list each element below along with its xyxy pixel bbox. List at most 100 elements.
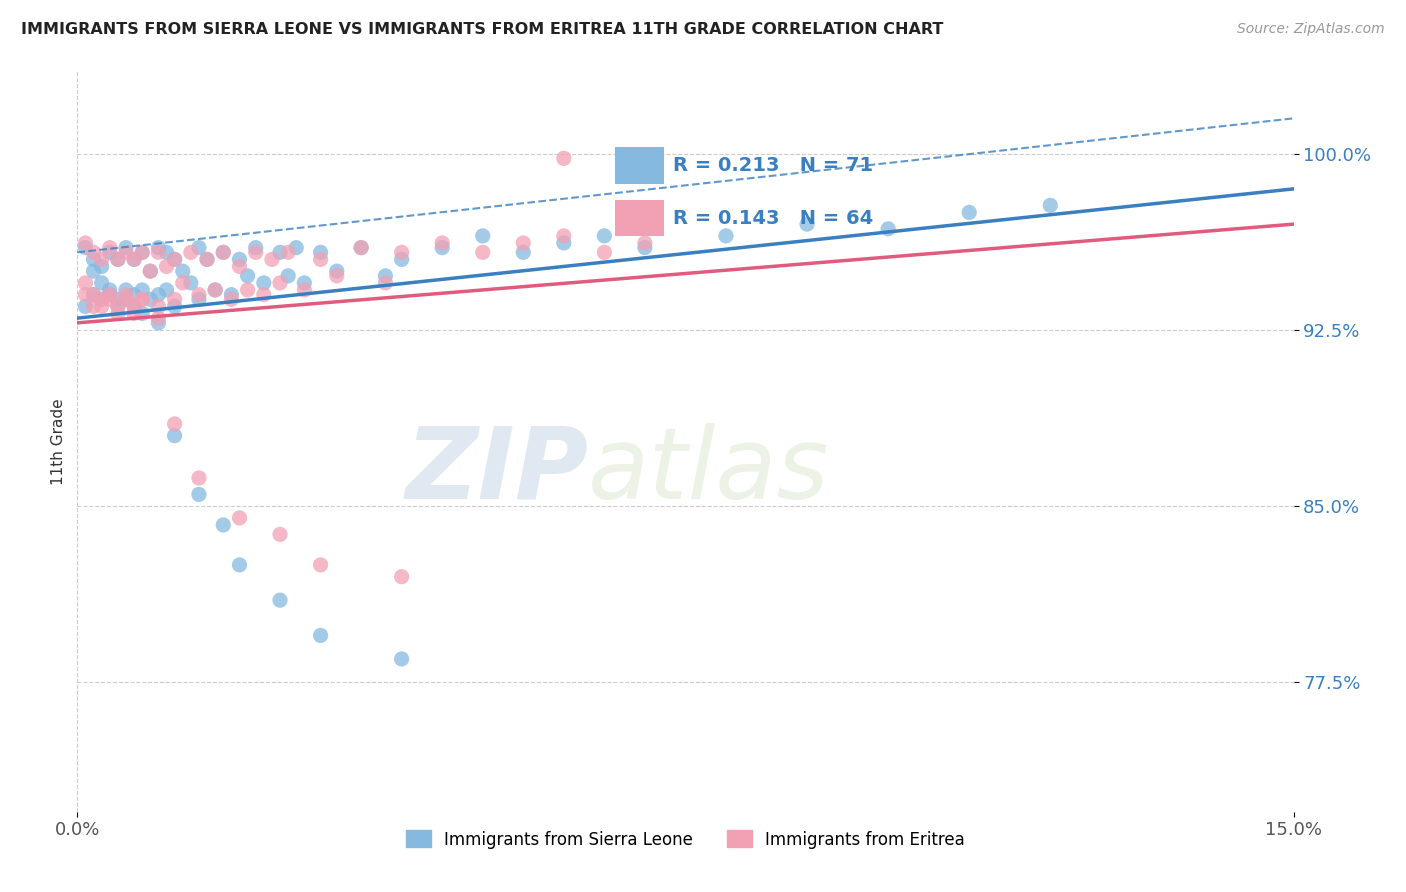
Point (98, 287, 121, 301)
Point (204, 283, 226, 297)
Point (155, 245, 177, 260)
Point (122, 299, 145, 313)
Point (75, 299, 97, 313)
Point (285, 241, 308, 255)
Point (877, 222, 900, 236)
Point (155, 260, 177, 274)
Point (75, 287, 97, 301)
Point (714, 228, 737, 243)
Point (195, 252, 218, 267)
Point (188, 487, 211, 501)
Point (163, 293, 186, 307)
Point (98, 293, 121, 307)
Point (277, 245, 299, 260)
Text: ZIP: ZIP (405, 423, 588, 520)
Point (228, 252, 250, 267)
Legend: Immigrants from Sierra Leone, Immigrants from Eritrea: Immigrants from Sierra Leone, Immigrants… (399, 823, 972, 855)
Point (107, 252, 129, 267)
Point (553, 151, 575, 165)
Point (228, 260, 250, 274)
Text: IMMIGRANTS FROM SIERRA LEONE VS IMMIGRANTS FROM ERITREA 11TH GRADE CORRELATION C: IMMIGRANTS FROM SIERRA LEONE VS IMMIGRAN… (21, 22, 943, 37)
Point (172, 276, 194, 290)
Point (245, 245, 267, 260)
Point (163, 417, 186, 431)
Point (350, 241, 373, 255)
Point (269, 593, 291, 607)
Point (131, 306, 153, 320)
Point (391, 570, 413, 584)
Point (75, 235, 97, 250)
Point (957, 205, 980, 219)
Point (107, 306, 129, 320)
Point (512, 245, 534, 260)
Point (90, 293, 112, 307)
Point (163, 252, 186, 267)
Point (83, 245, 105, 260)
Point (326, 264, 349, 278)
Point (163, 299, 186, 313)
Point (148, 299, 170, 313)
Point (180, 276, 202, 290)
Point (98, 283, 121, 297)
Point (107, 293, 129, 307)
Point (204, 283, 226, 297)
Point (188, 293, 211, 307)
Point (148, 311, 170, 326)
Point (391, 652, 413, 666)
Point (90, 252, 112, 267)
Point (212, 518, 235, 533)
Point (391, 252, 413, 267)
Point (212, 245, 235, 260)
Point (228, 558, 250, 572)
Point (391, 245, 413, 260)
Point (553, 235, 575, 250)
Point (107, 299, 129, 313)
Point (122, 306, 145, 320)
Point (309, 558, 332, 572)
Point (90, 260, 112, 274)
Point (309, 245, 332, 260)
Point (122, 252, 145, 267)
Point (188, 471, 211, 485)
Point (148, 241, 170, 255)
Point (269, 245, 291, 260)
Point (83, 299, 105, 313)
Point (98, 287, 121, 301)
Point (180, 245, 202, 260)
Point (269, 527, 291, 541)
Point (83, 287, 105, 301)
Point (131, 245, 153, 260)
Point (115, 241, 138, 255)
Point (115, 293, 138, 307)
Point (277, 268, 299, 283)
Point (90, 293, 112, 307)
Point (163, 428, 186, 442)
Point (131, 293, 153, 307)
Point (83, 252, 105, 267)
Point (90, 276, 112, 290)
Point (430, 241, 453, 255)
Point (139, 264, 162, 278)
Point (634, 235, 657, 250)
Point (430, 235, 453, 250)
Point (260, 252, 283, 267)
Point (253, 287, 276, 301)
Point (107, 299, 129, 313)
Point (115, 283, 138, 297)
Point (326, 268, 349, 283)
Point (593, 228, 616, 243)
Point (75, 241, 97, 255)
Point (593, 245, 616, 260)
Point (221, 287, 243, 301)
Point (634, 241, 657, 255)
Point (212, 245, 235, 260)
Point (131, 245, 153, 260)
Point (139, 264, 162, 278)
Point (115, 245, 138, 260)
Point (236, 268, 259, 283)
Point (245, 241, 267, 255)
Point (75, 276, 97, 290)
Point (512, 235, 534, 250)
Point (292, 283, 315, 297)
Point (98, 241, 121, 255)
